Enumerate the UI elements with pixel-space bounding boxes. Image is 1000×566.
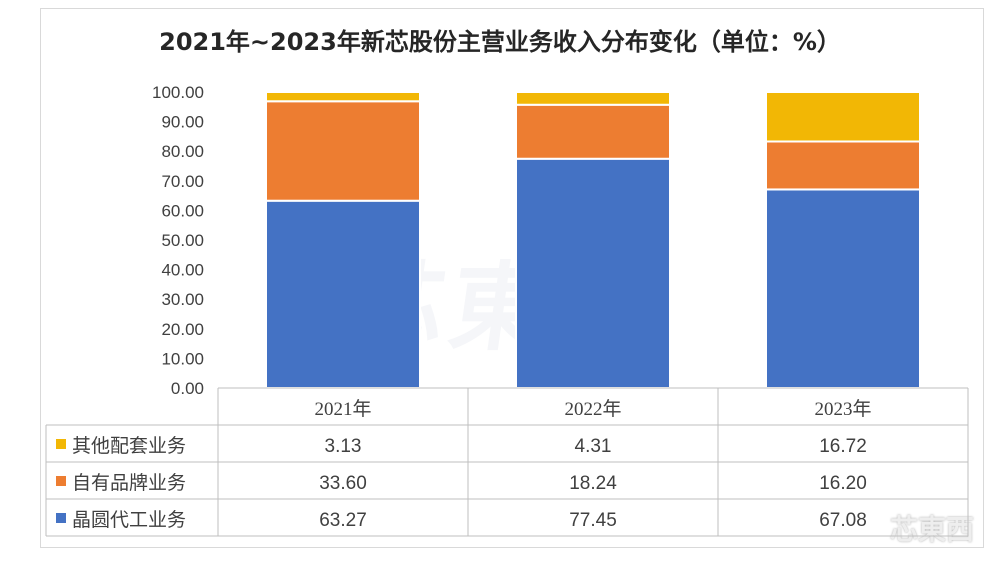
y-tick-label: 60.00 [161,201,204,220]
table-cell-value: 3.13 [325,436,362,457]
table-cell-value: 16.72 [819,436,867,457]
bar-segment [515,103,671,160]
x-category-label: 2023年 [814,398,871,420]
chart-frame [40,8,984,548]
y-tick-label: 80.00 [161,142,204,161]
table-cell-value: 33.60 [319,473,367,494]
y-tick-label: 20.00 [161,320,204,339]
bar-segment [765,91,921,143]
y-tick-label: 100.00 [152,83,204,102]
x-category-label: 2022年 [564,398,621,420]
table-cell-value: 67.08 [819,510,867,531]
chart-title: 2021年~2023年新芯股份主营业务收入分布变化（单位：%） [159,28,841,56]
legend-swatch [56,476,66,486]
bar-segment [265,91,421,103]
bar-segment [265,199,421,389]
table-cell-value: 63.27 [319,510,367,531]
y-tick-label: 10.00 [161,349,204,368]
y-tick-label: 50.00 [161,231,204,250]
bar-segment [765,140,921,191]
table-cell-value: 18.24 [569,473,617,494]
y-tick-label: 40.00 [161,261,204,280]
table-row-label: 自有品牌业务 [72,472,186,494]
legend-swatch [56,439,66,449]
y-tick-label: 70.00 [161,172,204,191]
bar-segment [515,157,671,389]
y-tick-label: 0.00 [171,379,204,398]
table-row-label: 晶圆代工业务 [72,509,186,531]
y-tick-label: 90.00 [161,113,204,132]
bar-segment [515,91,671,106]
table-cell-value: 16.20 [819,473,867,494]
bar-segment [265,100,421,202]
table-cell-value: 4.31 [575,436,612,457]
legend-swatch [56,513,66,523]
y-tick-label: 30.00 [161,290,204,309]
table-cell-value: 77.45 [569,510,617,531]
table-row-label: 其他配套业务 [72,435,186,457]
bar-segment [765,188,921,389]
x-category-label: 2021年 [314,398,371,420]
